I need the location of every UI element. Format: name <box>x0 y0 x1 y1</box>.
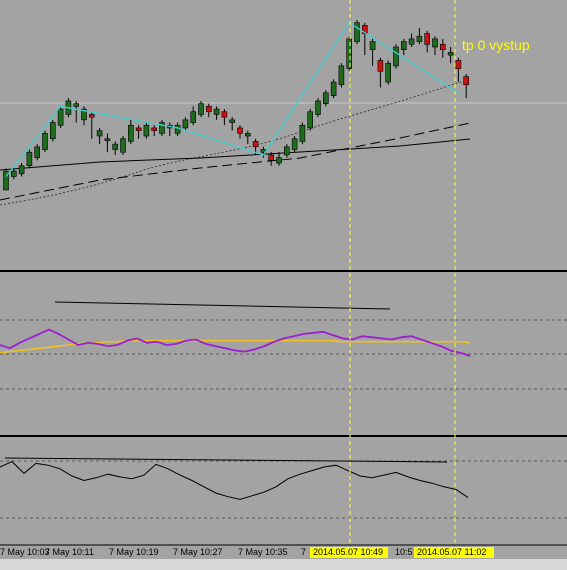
time-label: 7 May 10:11 <box>45 547 94 557</box>
time-axis: 7 May 10:03 7 May 10:11 7 May 10:19 7 Ma… <box>0 544 567 570</box>
candle-body <box>268 154 275 161</box>
candle-body <box>96 130 103 137</box>
candle-body <box>315 100 321 115</box>
candle-body <box>73 103 79 107</box>
candle-body <box>408 38 415 45</box>
candle-body <box>237 127 243 134</box>
candle-body <box>463 76 470 86</box>
moving-average-dotted <box>0 79 471 206</box>
candle-body <box>432 38 438 48</box>
annotation-label: tp 0 vystup <box>462 37 530 53</box>
candle-body <box>128 124 134 142</box>
candle-body <box>198 103 204 115</box>
candle-body <box>143 124 150 137</box>
signal-line <box>0 339 471 354</box>
candle-body <box>135 127 142 131</box>
oscillator-line <box>0 328 471 357</box>
candle-body <box>190 111 196 123</box>
time-label: 7 May 10:03 <box>0 547 50 557</box>
zigzag-line <box>5 21 459 177</box>
time-label: 7 May 10:27 <box>173 547 223 557</box>
candle-body <box>447 52 454 56</box>
candle-body <box>416 35 423 42</box>
candle-body <box>393 46 399 67</box>
price-pane: tp 0 vystup <box>0 20 567 206</box>
candle-body <box>3 170 9 191</box>
candle-body <box>57 108 64 126</box>
moving-average-solid <box>0 138 471 171</box>
candle-body <box>206 106 212 113</box>
osc-trendline <box>54 301 391 310</box>
candle-body <box>299 124 306 142</box>
candle-body <box>307 111 314 129</box>
candle-body <box>182 119 189 129</box>
candle-body <box>377 60 384 72</box>
candle-body <box>120 138 126 153</box>
candle-body <box>213 108 220 115</box>
candle-body <box>346 38 353 69</box>
candle-body <box>338 65 345 86</box>
candle-body <box>34 146 41 158</box>
candle-body <box>245 133 251 137</box>
candle-body <box>229 119 235 123</box>
time-highlight-box <box>414 547 494 558</box>
moving-average-dashed <box>0 122 471 201</box>
mom-trendline <box>4 457 448 463</box>
candle-body <box>385 62 392 83</box>
candle-body <box>26 151 33 167</box>
candle-body <box>455 60 462 69</box>
candle-body <box>322 92 329 104</box>
momentum-line <box>0 461 469 500</box>
candle-body <box>400 41 407 50</box>
candle-body <box>42 133 48 150</box>
candle-body <box>330 81 337 96</box>
time-axis-footer <box>0 559 567 570</box>
time-label: 7 May 10:19 <box>109 547 159 557</box>
candle-body <box>11 170 17 177</box>
time-highlight-label: 2014.05.07 11:02 <box>417 547 486 557</box>
candle-body <box>252 141 259 148</box>
candle-body <box>283 146 290 156</box>
candle-body <box>439 43 446 50</box>
candle-body <box>89 114 95 118</box>
candle-body <box>151 127 157 131</box>
candle-body <box>104 138 111 142</box>
time-highlight-label: 2014.05.07 10:49 <box>313 547 383 557</box>
time-label: 7 <box>301 547 306 557</box>
candle-body <box>354 22 360 42</box>
candle-body <box>424 33 431 45</box>
candle-body <box>81 108 87 121</box>
candle-body <box>291 138 298 150</box>
candle-body <box>369 41 376 50</box>
time-label: 10:5 <box>395 547 413 557</box>
candle-body <box>174 124 181 134</box>
oscillator-pane <box>0 301 567 390</box>
candle-body <box>112 143 118 150</box>
candle-body <box>221 111 228 118</box>
candle-body <box>18 165 25 175</box>
candle-body <box>49 122 56 140</box>
candle-body <box>159 122 165 134</box>
momentum-pane <box>0 457 567 519</box>
candle-body <box>276 157 282 164</box>
time-highlight-box <box>310 547 388 558</box>
time-label: 7 May 10:35 <box>238 547 288 557</box>
